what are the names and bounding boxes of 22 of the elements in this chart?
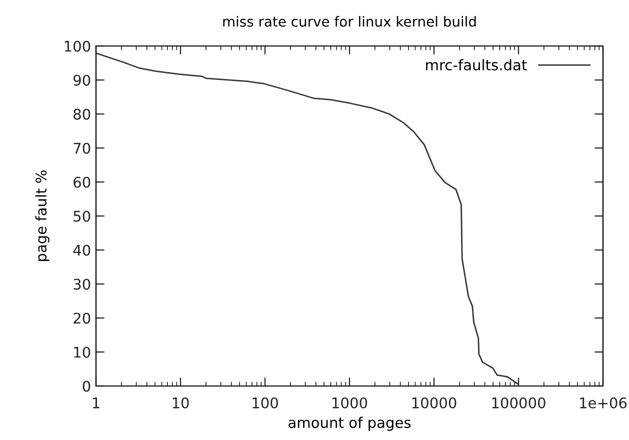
y-tick-label: 50 [74, 210, 90, 222]
y-tick-label: 10 [74, 346, 90, 358]
y-tick-label: 30 [74, 278, 90, 290]
legend-label: mrc-faults.dat [426, 59, 527, 70]
y-tick-label: 20 [74, 312, 90, 324]
x-tick-label: 10000 [412, 397, 456, 408]
y-axis-title: page fault % [35, 170, 50, 261]
y-tick-label: 100 [64, 40, 90, 52]
y-tick-label: 0 [82, 380, 90, 392]
y-tick-label: 70 [74, 142, 90, 154]
x-tick-label: 1e+06 [580, 397, 627, 408]
x-tick-label: 10 [172, 397, 189, 408]
y-tick-label: 40 [73, 244, 90, 256]
y-tick-label: 90 [74, 74, 90, 86]
y-tick-label: 80 [74, 108, 90, 120]
x-tick-label: 1000 [332, 397, 368, 408]
x-tick-label: 100 [252, 397, 278, 408]
x-axis-title: amount of pages [288, 416, 411, 431]
x-tick-label: 1 [92, 398, 100, 408]
y-tick-label: 60 [74, 176, 90, 188]
x-tick-label: 100000 [492, 397, 546, 408]
chart-title: miss rate curve for linux kernel build [223, 16, 476, 27]
